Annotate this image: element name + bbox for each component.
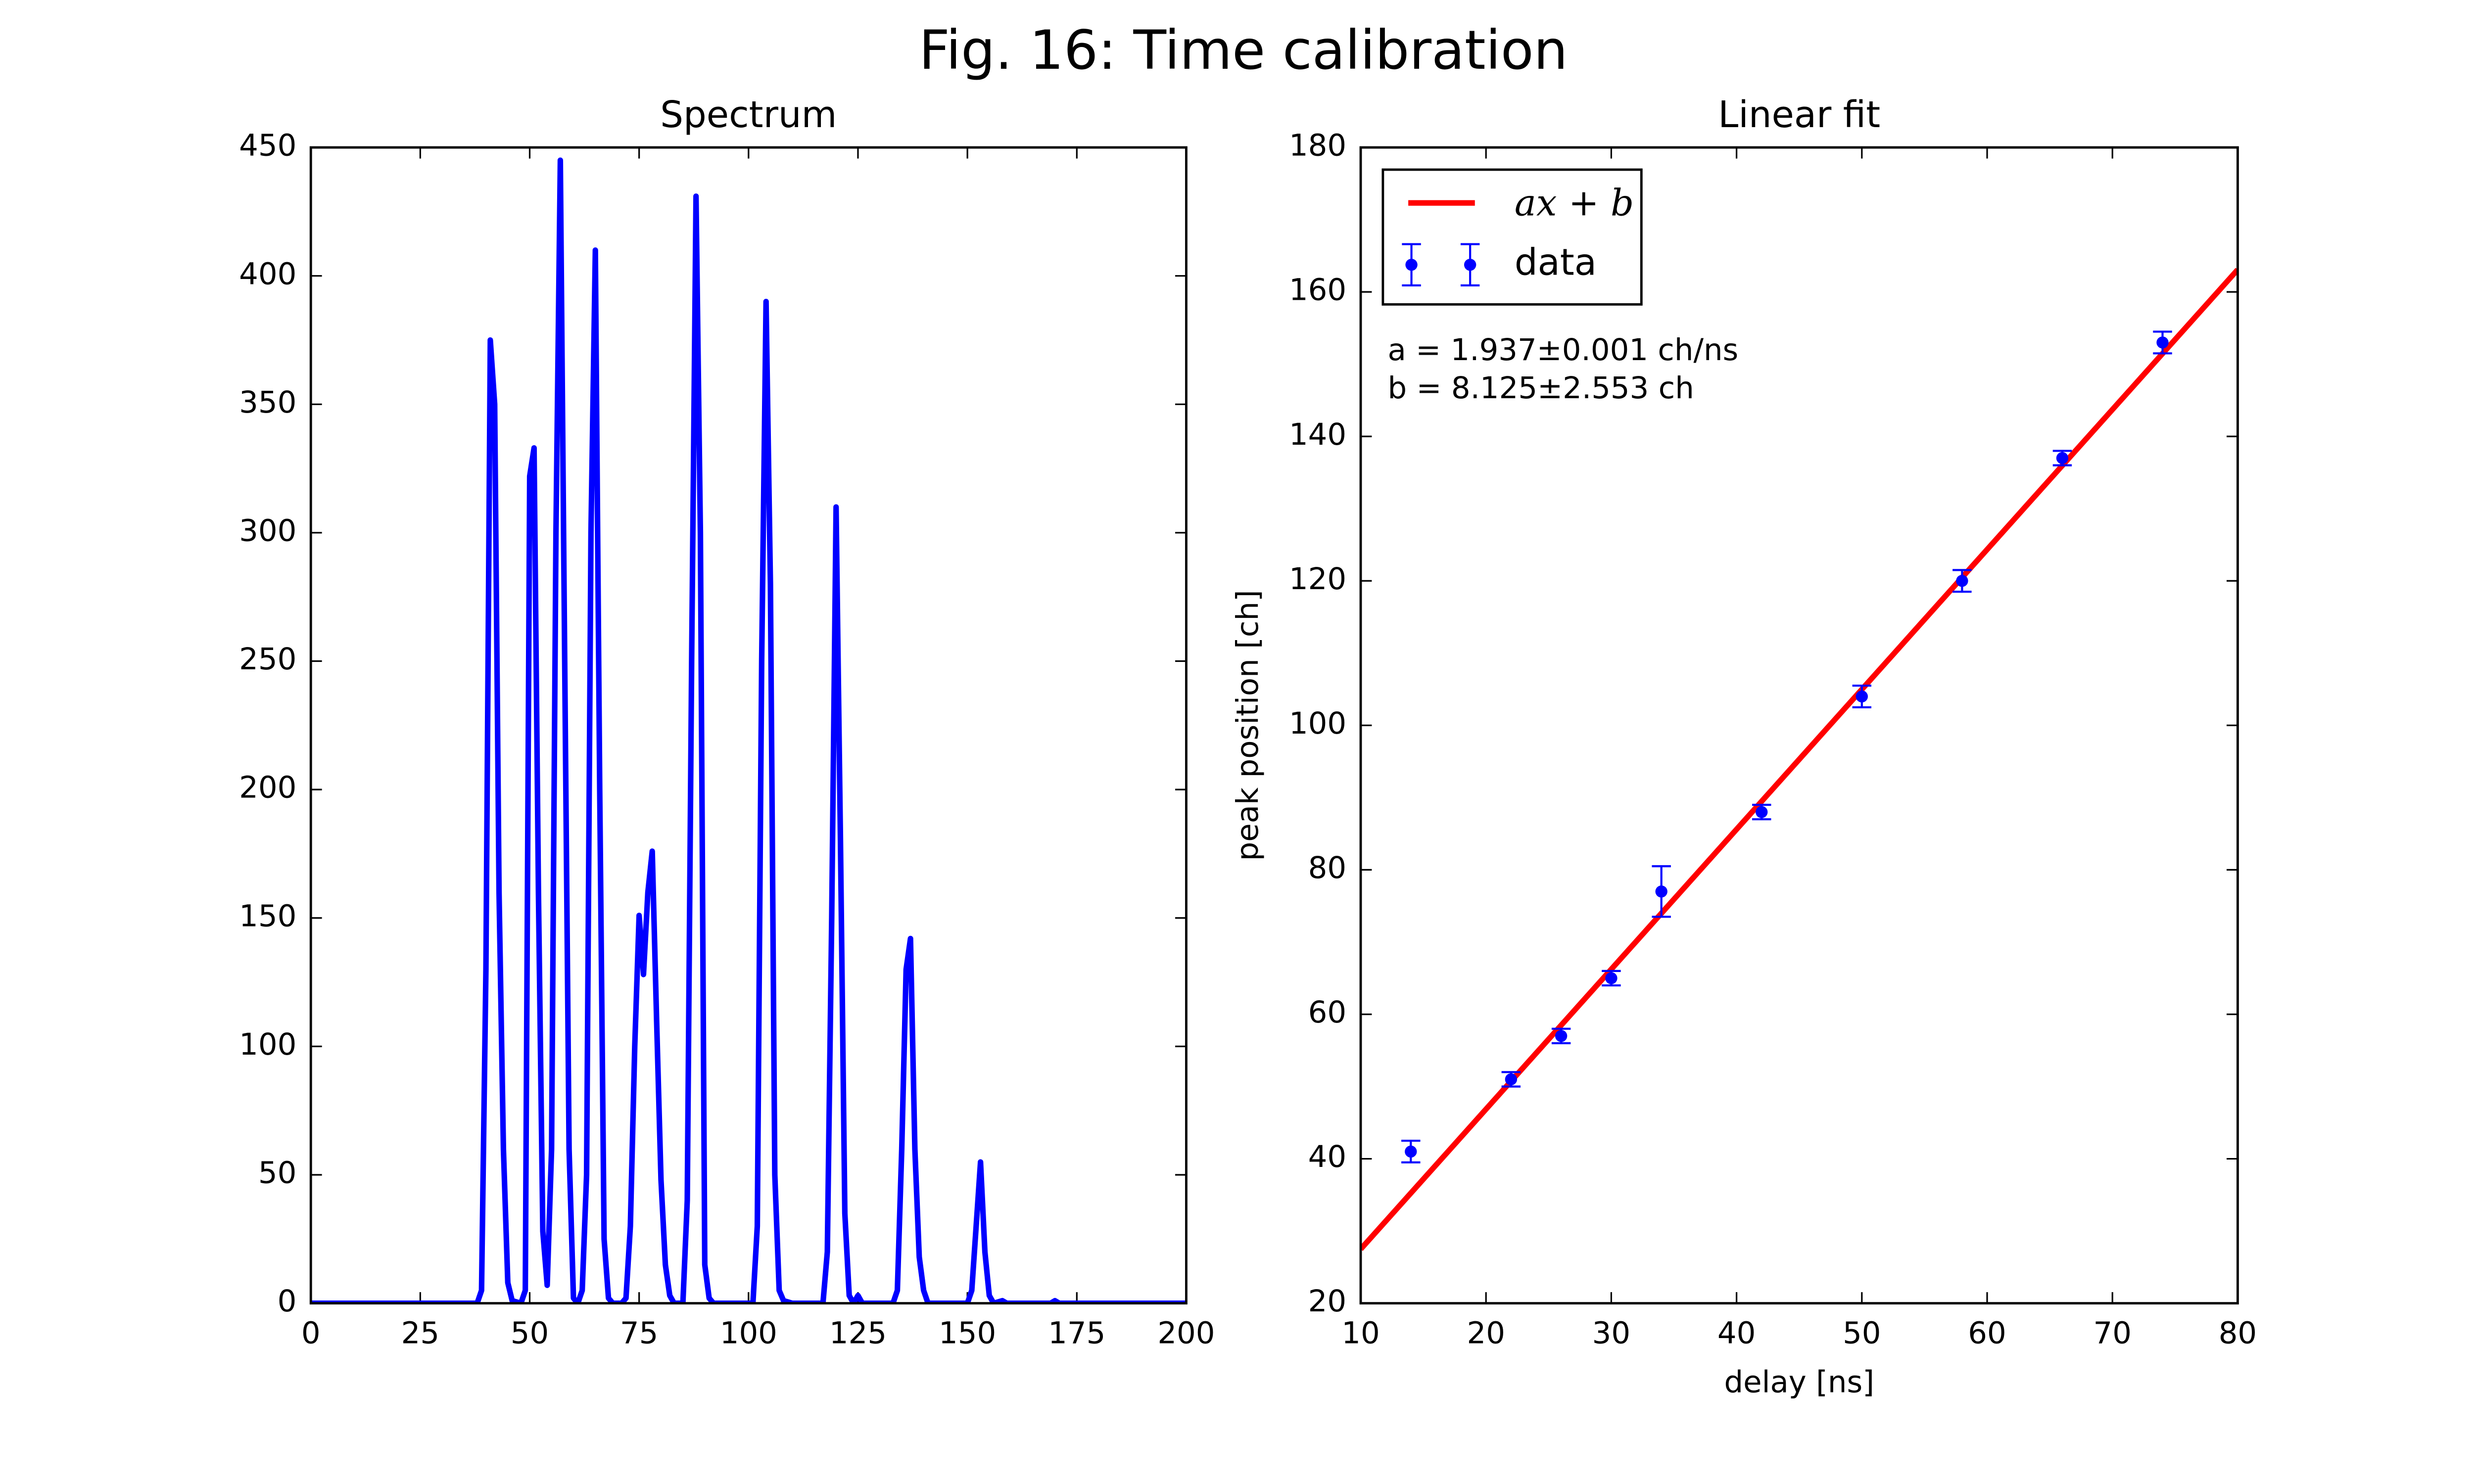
y-tick-label: 450 [239, 128, 296, 163]
y-tick-label: 300 [239, 513, 296, 549]
x-tick-label: 10 [1341, 1315, 1380, 1350]
legend-marker [1464, 259, 1476, 271]
data-point [1856, 690, 1868, 703]
legend-box [1381, 168, 1643, 306]
legend-label: ax + b [1515, 183, 1634, 225]
x-tick-label: 20 [1467, 1315, 1505, 1350]
y-tick-label: 200 [239, 770, 296, 805]
data-point [2056, 452, 2069, 464]
y-tick-label: 400 [239, 256, 296, 291]
y-tick-label: 60 [1308, 995, 1346, 1030]
y-tick-label: 180 [1289, 128, 1346, 163]
y-tick-label: 0 [278, 1284, 297, 1319]
y-tick-label: 150 [239, 898, 296, 933]
x-tick-label: 30 [1592, 1315, 1630, 1350]
data-line [311, 157, 1187, 1303]
data-point [1555, 1030, 1568, 1042]
x-tick-label: 60 [1968, 1315, 2006, 1350]
data-point [1655, 885, 1667, 898]
x-tick-label: 175 [1048, 1315, 1105, 1350]
y-tick-label: 140 [1289, 417, 1346, 452]
x-tick-label: 75 [620, 1315, 658, 1350]
x-tick-label: 70 [2093, 1315, 2131, 1350]
plot-area [1361, 268, 2238, 1251]
y-tick-label: 100 [1289, 706, 1346, 741]
y-tick-label: 80 [1308, 850, 1346, 885]
x-tick-label: 25 [401, 1315, 439, 1350]
figure-title: Fig. 16: Time calibration [919, 19, 1568, 82]
x-tick-label: 100 [720, 1315, 777, 1350]
x-tick-label: 0 [301, 1315, 321, 1350]
x-tick-label: 80 [2219, 1315, 2257, 1350]
y-tick-label: 50 [258, 1156, 296, 1191]
y-tick-label: 350 [239, 385, 296, 420]
axes-frame [309, 146, 1188, 1305]
plot-area [311, 157, 1187, 1303]
data-point [1505, 1073, 1518, 1086]
chart-title: Spectrum [660, 94, 837, 136]
x-axis-label: delay [ns] [1724, 1365, 1874, 1400]
y-tick-label: 20 [1308, 1284, 1346, 1319]
annotation: a = 1.937±0.001 ch/ns [1387, 332, 1738, 368]
annotation: b = 8.125±2.553 ch [1387, 371, 1694, 406]
y-tick-label: 120 [1289, 561, 1346, 597]
x-tick-label: 150 [939, 1315, 996, 1350]
y-tick-label: 160 [1289, 273, 1346, 308]
data-point [2156, 336, 2169, 349]
data-point [1605, 972, 1618, 984]
x-tick-label: 125 [829, 1315, 887, 1350]
y-tick-label: 100 [239, 1027, 296, 1062]
y-axis-label: peak position [ch] [1230, 590, 1265, 861]
x-tick-label: 50 [1843, 1315, 1881, 1350]
chart-title: Linear fit [1718, 94, 1880, 136]
x-tick-label: 200 [1157, 1315, 1215, 1350]
data-point [1405, 1145, 1417, 1158]
legend-marker [1405, 259, 1418, 271]
x-tick-label: 50 [511, 1315, 549, 1350]
x-tick-label: 40 [1717, 1315, 1756, 1350]
y-tick-label: 250 [239, 642, 296, 677]
axes-frame [1359, 146, 2239, 1305]
data-point [1956, 575, 1968, 587]
data-point [1756, 806, 1768, 818]
y-tick-label: 40 [1308, 1139, 1346, 1174]
legend-label: data [1515, 241, 1597, 283]
